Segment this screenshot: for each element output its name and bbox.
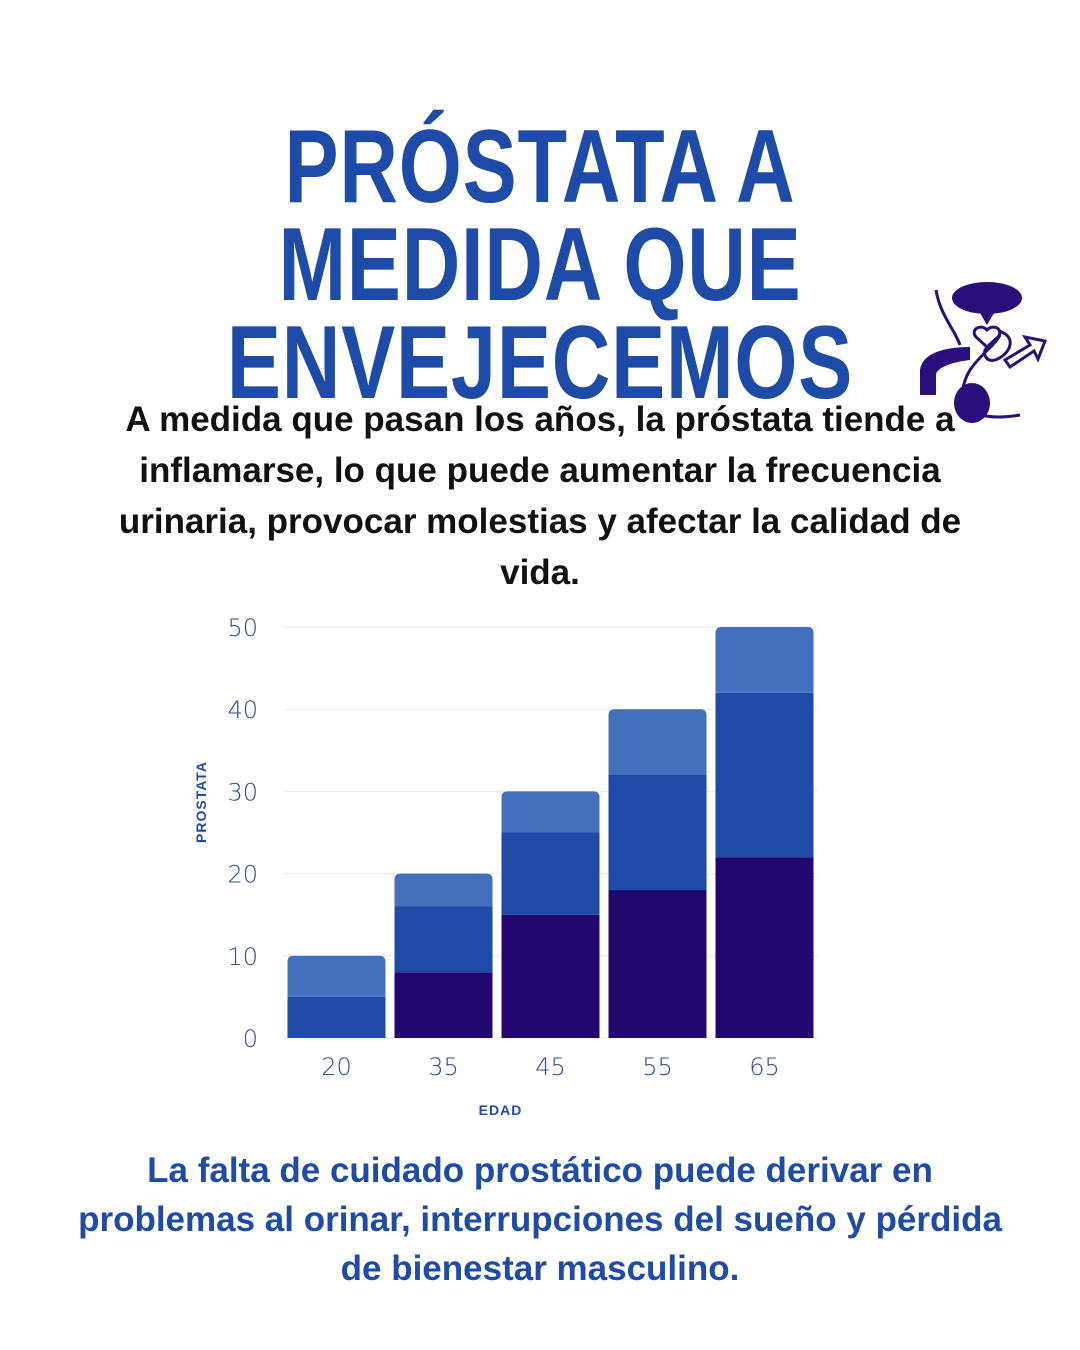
x-tick-label: 35 [428, 1053, 459, 1081]
y-tick-label: 20 [227, 861, 258, 889]
y-axis-label: PROSTATA [193, 761, 209, 843]
x-tick-label: 20 [321, 1053, 352, 1081]
x-tick-label: 65 [749, 1053, 780, 1081]
bar-segment [608, 890, 707, 1038]
page-title: PRÓSTATA A MEDIDA QUE ENVEJECEMOS [119, 109, 961, 421]
y-tick-label: 30 [227, 778, 258, 806]
title-line-1: PRÓSTATA A MEDIDA QUE [278, 109, 802, 323]
y-tick-label: 40 [227, 696, 258, 724]
bar-segment [715, 627, 814, 693]
x-tick-label: 55 [642, 1053, 673, 1081]
intro-text: A medida que pasan los años, la próstata… [118, 400, 962, 592]
y-tick-label: 50 [227, 614, 258, 642]
bar-segment [394, 906, 493, 973]
y-tick-label: 0 [243, 1025, 258, 1053]
y-tick-label: 10 [227, 943, 258, 971]
bar-segment [394, 873, 493, 907]
x-tick-label: 45 [535, 1053, 566, 1081]
bar-segment [608, 774, 707, 891]
x-axis-label: EDAD [479, 1102, 523, 1118]
bar-segment [715, 857, 814, 1038]
bar-segment [715, 692, 814, 858]
bar-segment [501, 914, 600, 1038]
prostate-anatomy-icon [900, 275, 1050, 425]
outro-text: La falta de cuidado prostático puede der… [78, 1151, 1002, 1288]
bar-segment [394, 972, 493, 1038]
bar-segment [501, 832, 600, 915]
bar-segment [287, 955, 386, 997]
bar-segment [608, 709, 707, 775]
bar-segment [287, 996, 386, 1038]
title-line-2: ENVEJECEMOS [226, 305, 854, 421]
bar-segment [501, 791, 600, 833]
